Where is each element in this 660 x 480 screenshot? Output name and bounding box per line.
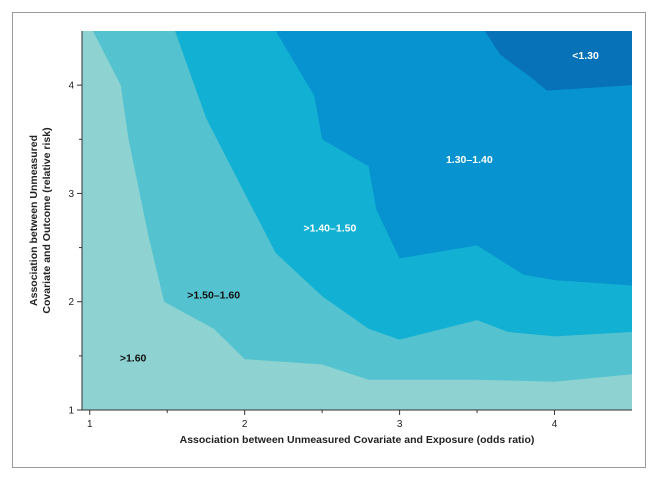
- contour-regions: [82, 31, 632, 410]
- region-4: [484, 31, 632, 91]
- region-label-3: 1.30–1.40: [446, 154, 493, 166]
- region-label-1: >1.50–1.60: [187, 289, 240, 301]
- y-axis-label-line-2: Covariate and Outcome (relative risk): [41, 127, 53, 313]
- x-tick-label: 4: [552, 419, 558, 430]
- y-axis-label: Association between Unmeasured Covariate…: [28, 127, 53, 313]
- axes: 1 2 3 4 1 2 3 4: [68, 31, 632, 430]
- x-axis-label: Association between Unmeasured Covariate…: [180, 434, 535, 446]
- region-label-4: <1.30: [572, 50, 599, 62]
- region-label-0: >1.60: [120, 352, 147, 364]
- x-tick-label: 2: [242, 419, 248, 430]
- region-3: [275, 31, 632, 286]
- y-axis-label-line-1: Association between Unmeasured: [28, 135, 40, 306]
- y-tick-label: 3: [68, 189, 74, 200]
- x-tick-label: 1: [87, 419, 93, 430]
- y-tick-label: 4: [68, 81, 74, 92]
- y-tick-label: 1: [68, 406, 74, 417]
- region-label-2: >1.40–1.50: [303, 222, 356, 234]
- y-tick-label: 2: [68, 297, 74, 308]
- region-labels: >1.60 >1.50–1.60 >1.40–1.50 1.30–1.40 <1.30: [120, 50, 599, 364]
- x-tick-label: 3: [397, 419, 403, 430]
